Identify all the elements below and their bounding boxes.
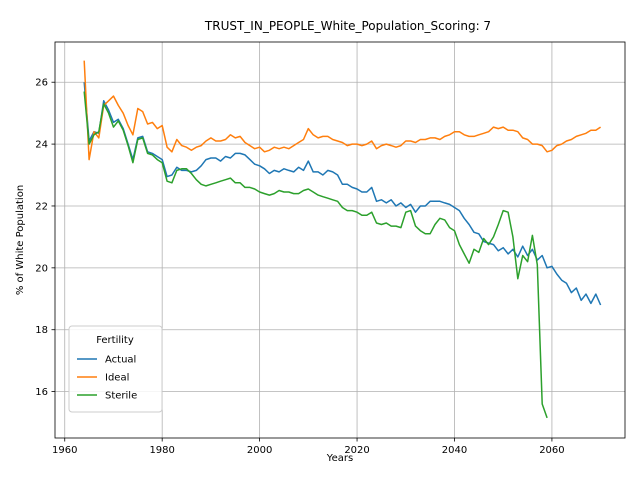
y-tick-label: 26 (35, 78, 48, 89)
y-tick-label: 22 (35, 201, 48, 212)
legend: Fertility Actual Ideal Sterile (68, 325, 163, 413)
y-tick-label: 16 (35, 387, 48, 398)
chart-title: TRUST_IN_PEOPLE_White_Population_Scoring… (204, 19, 491, 33)
series-line-ideal (83, 60, 602, 161)
legend-title: Fertility (96, 335, 134, 346)
y-tick-label: 20 (35, 263, 48, 274)
legend-label-sterile: Sterile (105, 391, 137, 402)
y-axis-ticks: 16 18 20 22 24 26 (35, 78, 55, 398)
legend-label-ideal: Ideal (105, 373, 129, 384)
plot-area-frame (54, 41, 626, 439)
x-tick-label: 1960 (52, 445, 77, 456)
x-tick-label: 2000 (247, 445, 272, 456)
y-axis-title: % of White Population (15, 185, 26, 295)
y-tick-label: 18 (35, 325, 48, 336)
x-tick-label: 2060 (539, 445, 564, 456)
x-tick-label: 1980 (149, 445, 174, 456)
legend-label-actual: Actual (105, 355, 136, 366)
series-line-sterile (83, 91, 548, 419)
x-tick-label: 2020 (344, 445, 369, 456)
legend-box (68, 325, 163, 413)
x-axis-ticks: 1960 1980 2000 2020 2040 2060 (52, 438, 565, 456)
x-axis-title: Years (326, 453, 353, 464)
x-tick-label: 2040 (442, 445, 467, 456)
series-lines (83, 60, 602, 419)
y-tick-label: 24 (35, 140, 48, 151)
